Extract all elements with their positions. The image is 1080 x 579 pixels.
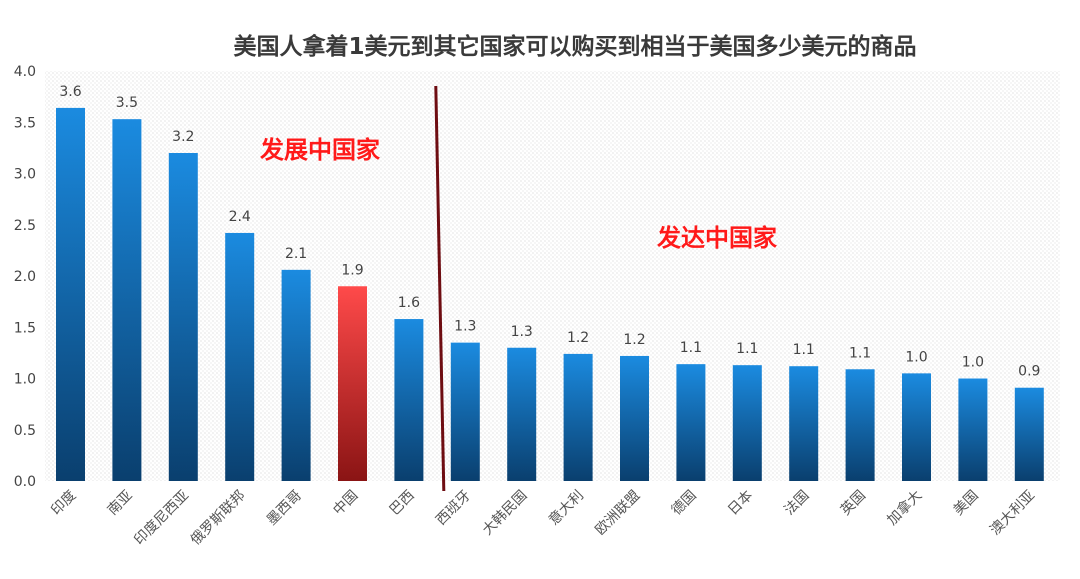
bar-value-label: 1.1 [793, 342, 815, 358]
bar-value-label: 3.5 [116, 95, 138, 111]
x-tick-label: 加拿大 [884, 487, 926, 529]
y-tick-label: 1.5 [14, 320, 36, 336]
y-tick-label: 2.5 [14, 218, 36, 234]
x-tick-label: 意大利 [545, 487, 587, 529]
bar [676, 364, 706, 481]
bar [845, 369, 875, 481]
bar-value-label: 3.2 [172, 129, 194, 145]
x-tick-label: 德国 [669, 488, 700, 519]
bar [789, 366, 819, 481]
x-tick-label: 西班牙 [433, 488, 474, 529]
bar [338, 286, 367, 481]
x-tick-label: 中国 [330, 488, 361, 519]
bar [225, 232, 255, 481]
bars [56, 107, 1044, 482]
bar [168, 153, 198, 481]
bar-value-label: 1.6 [398, 295, 420, 311]
x-tick-label: 美国 [951, 488, 982, 519]
annotation-developed: 发达中国家 [656, 224, 777, 252]
bar [902, 373, 931, 481]
chart-title: 美国人拿着1美元到其它国家可以购买到相当于美国多少美元的商品 [233, 33, 916, 60]
x-tick-label: 欧洲联盟 [592, 488, 643, 539]
x-tick-label: 巴西 [387, 488, 418, 519]
bar-value-label: 1.1 [736, 341, 758, 357]
x-tick-label: 墨西哥 [264, 488, 305, 529]
y-tick-label: 2.0 [14, 269, 36, 285]
bar-value-label: 1.1 [680, 340, 702, 356]
bar-value-label: 0.9 [1018, 364, 1040, 380]
bar [112, 119, 142, 482]
bar-value-label: 1.1 [849, 345, 871, 361]
bar [56, 107, 85, 482]
bar [958, 378, 988, 481]
bar [1014, 387, 1044, 481]
y-tick-label: 0.5 [14, 423, 36, 439]
x-tick-label: 日本 [725, 488, 756, 519]
x-tick-label: 英国 [837, 487, 869, 519]
y-tick-label: 0.0 [14, 474, 36, 490]
x-tick-label: 俄罗斯联邦 [188, 488, 249, 549]
x-axis-labels: 印度 南亚印度尼西亚俄罗斯联邦 墨西哥 中国 巴西 西班牙 大韩民国 意大利 欧洲联盟 德国 日本法… [48, 487, 1038, 549]
x-tick-label: 南亚 [105, 488, 136, 519]
bar [507, 347, 537, 481]
bar [563, 353, 593, 481]
bar-value-label: 1.3 [511, 324, 533, 340]
value-labels: 3.6 3.5 3.2 2.4 2.1 1.9 1.6 1.3 1.3 1.2 1.2 1.1 1.1 1… [59, 84, 1040, 380]
x-tick-label: 澳大利亚 [987, 488, 1038, 539]
bar [394, 319, 424, 481]
divider-line [434, 85, 446, 492]
y-tick-label: 3.5 [14, 115, 36, 131]
x-tick-label: 法国 [781, 488, 812, 519]
y-axis: 0.0 0.5 1.0 1.5 2.0 2.5 3.0 3.5 4.0 [14, 64, 36, 490]
bar [732, 365, 762, 481]
y-tick-label: 3.0 [14, 167, 36, 183]
bar-value-label: 1.2 [623, 332, 645, 348]
bar-value-label: 1.0 [905, 349, 927, 365]
x-tick-label: 印度 [48, 488, 79, 519]
bar-value-label: 2.4 [229, 209, 251, 225]
bar [450, 342, 480, 481]
plot-area [45, 71, 1060, 481]
x-tick-label: 印度尼西亚 [131, 488, 192, 549]
bar [620, 355, 649, 481]
x-tick-label: 大韩民国 [480, 488, 531, 539]
y-tick-label: 1.0 [14, 372, 36, 388]
bar-value-label: 1.0 [962, 355, 984, 371]
bar-value-label: 2.1 [285, 246, 307, 262]
bar [281, 269, 311, 481]
bar-value-label: 1.9 [341, 262, 363, 278]
bar-value-label: 1.3 [454, 319, 476, 335]
bar-value-label: 1.2 [567, 330, 589, 346]
annotation-developing: 发展中国家 [259, 136, 380, 164]
y-tick-label: 4.0 [14, 64, 36, 80]
bar-value-label: 3.6 [59, 84, 81, 100]
